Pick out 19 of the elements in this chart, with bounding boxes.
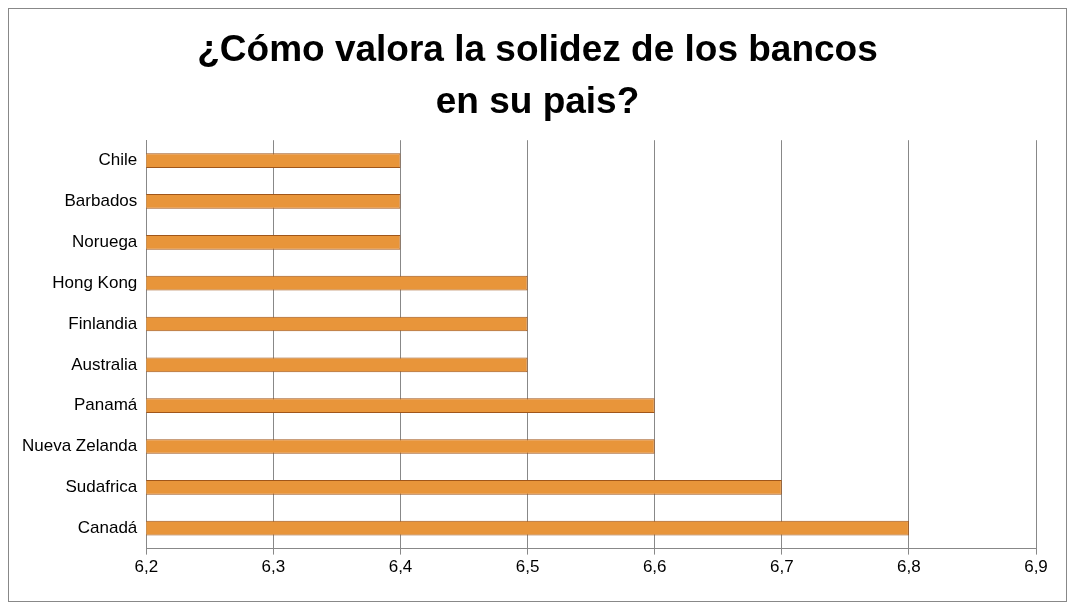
x-tick-label: 6,2 bbox=[134, 557, 159, 577]
y-tick-label: Panamá bbox=[73, 395, 138, 415]
y-tick-label: Chile bbox=[98, 150, 138, 170]
x-tick-label: 6,4 bbox=[388, 557, 413, 577]
y-tick-label: Noruega bbox=[72, 231, 138, 251]
x-tick-label: 6,5 bbox=[515, 557, 540, 577]
y-tick-label: Nueva Zelanda bbox=[21, 436, 138, 456]
y-tick-label: Canadá bbox=[77, 517, 138, 537]
y-tick-label: Barbados bbox=[64, 191, 138, 211]
y-tick-label: Australia bbox=[71, 354, 138, 374]
x-tick-label: 6,9 bbox=[1024, 557, 1048, 577]
y-tick-label: Finlandia bbox=[68, 313, 138, 333]
x-tick-label: 6,3 bbox=[261, 557, 286, 577]
x-tick-label: 6,8 bbox=[897, 557, 921, 577]
y-tick-label: Sudafrica bbox=[65, 477, 138, 497]
x-tick-label: 6,7 bbox=[769, 557, 794, 577]
chart-title: ¿Cómo valora la solidez de los bancos en su pais? bbox=[196, 27, 879, 123]
x-tick-label: 6,6 bbox=[642, 557, 667, 577]
y-tick-label: Hong Kong bbox=[52, 272, 138, 292]
